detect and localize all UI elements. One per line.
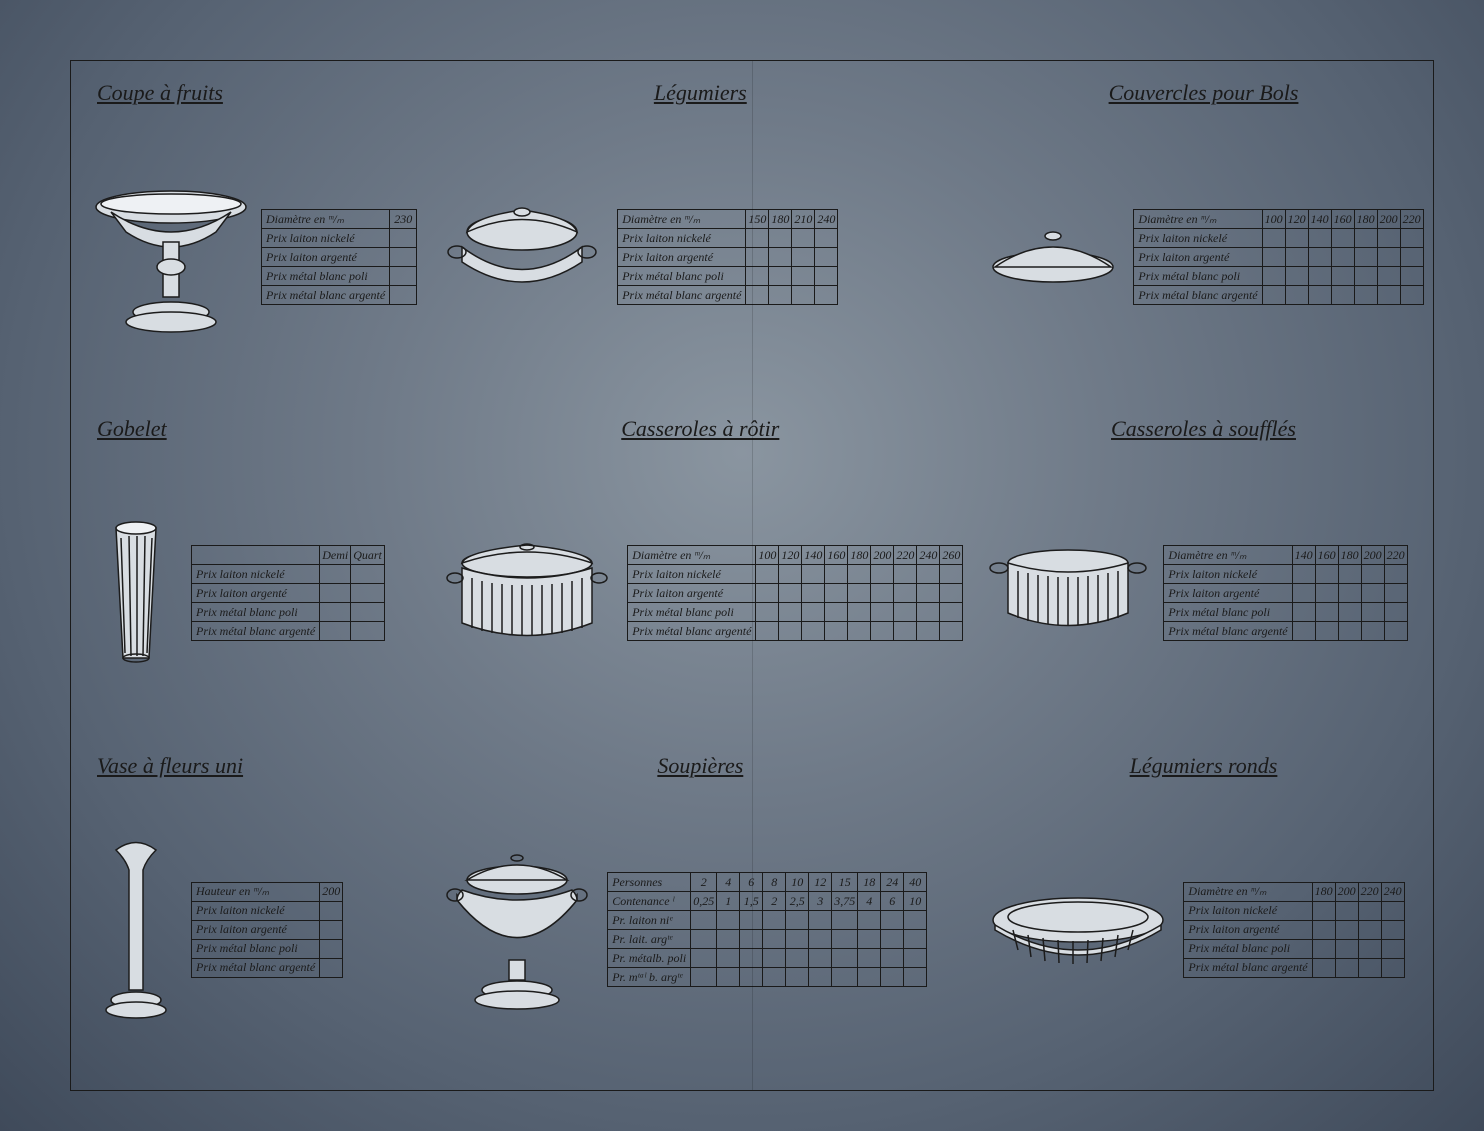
drawing-vase [91, 830, 181, 1030]
page-border: Coupe à fruits Diamètre en ᵐ/ₘ 230 [70, 60, 1434, 1091]
hdr-dim: Diamètre en ᵐ/ₘ [262, 210, 390, 229]
title-couvercles: Couvercles pour Bols [983, 80, 1423, 106]
drawing-coupe [91, 172, 251, 342]
drawing-cass-souffles [983, 533, 1153, 653]
drawing-couvercle [983, 212, 1123, 302]
drawing-leg-ronds [983, 875, 1173, 985]
title-coupe: Coupe à fruits [97, 80, 417, 106]
table-vase: Hauteur en ᵐ/ₘ 200 Prix laiton nickelé P… [191, 882, 343, 978]
drawing-gobelet [91, 508, 181, 678]
title-cass-rotir: Casseroles à rôtir [437, 416, 963, 442]
title-gobelet: Gobelet [97, 416, 417, 442]
item-legumiers: Légumiers Diamètre en ᵐ/ₘ 150 180 [437, 76, 963, 402]
item-coupe-fruits: Coupe à fruits Diamètre en ᵐ/ₘ 230 [91, 76, 417, 402]
drawing-cass-rotir [437, 523, 617, 663]
hdr-val: 230 [390, 210, 417, 229]
item-gobelet: Gobelet Demi [91, 412, 417, 738]
item-casseroles-souffles: Casseroles à soufflés [983, 412, 1423, 738]
title-soupieres: Soupières [437, 753, 963, 779]
title-cass-souffles: Casseroles à soufflés [983, 416, 1423, 442]
table-cass-souffles: Diamètre en ᵐ/ₘ 140 160 180 200 220 Prix… [1163, 545, 1407, 641]
table-legumiers: Diamètre en ᵐ/ₘ 150 180 210 240 Prix lai… [617, 209, 838, 305]
item-legumiers-ronds: Légumiers ronds [983, 749, 1423, 1075]
catalogue-page: Coupe à fruits Diamètre en ᵐ/ₘ 230 [0, 0, 1484, 1131]
item-couvercles: Couvercles pour Bols Diamètre en ᵐ/ₘ 100… [983, 76, 1423, 402]
title-leg-ronds: Légumiers ronds [983, 753, 1423, 779]
table-coupe: Diamètre en ᵐ/ₘ 230 Prix laiton nickelé … [261, 209, 417, 305]
row-argente: Prix laiton argenté [262, 248, 390, 267]
table-cass-rotir: Diamètre en ᵐ/ₘ 100 120 140 160 180 200 … [627, 545, 963, 641]
table-leg-ronds: Diamètre en ᵐ/ₘ 180 200 220 240 Prix lai… [1183, 882, 1404, 978]
table-soupieres: Personnes 2 4 6 8 10 12 15 18 24 40 [607, 872, 927, 987]
row-blanc-poli: Prix métal blanc poli [262, 267, 390, 286]
row-nickele: Prix laiton nickelé [262, 229, 390, 248]
drawing-soupiere [437, 840, 597, 1020]
table-gobelet: Demi Quart Prix laiton nickelé Prix lait… [191, 545, 385, 641]
hdr-dim: Diamètre en ᵐ/ₘ [618, 210, 746, 229]
title-legumiers: Légumiers [437, 80, 963, 106]
drawing-legumier [437, 192, 607, 322]
title-vase: Vase à fleurs uni [97, 753, 417, 779]
item-soupieres: Soupières Person [437, 749, 963, 1075]
item-casseroles-rotir: Casseroles à rôtir [437, 412, 963, 738]
item-vase-fleurs: Vase à fleurs uni Hauteur en ᵐ/ₘ 200 Pri… [91, 749, 417, 1075]
row-blanc-argente: Prix métal blanc argenté [262, 286, 390, 305]
table-couvercles: Diamètre en ᵐ/ₘ 100 120 140 160 180 200 … [1133, 209, 1423, 305]
